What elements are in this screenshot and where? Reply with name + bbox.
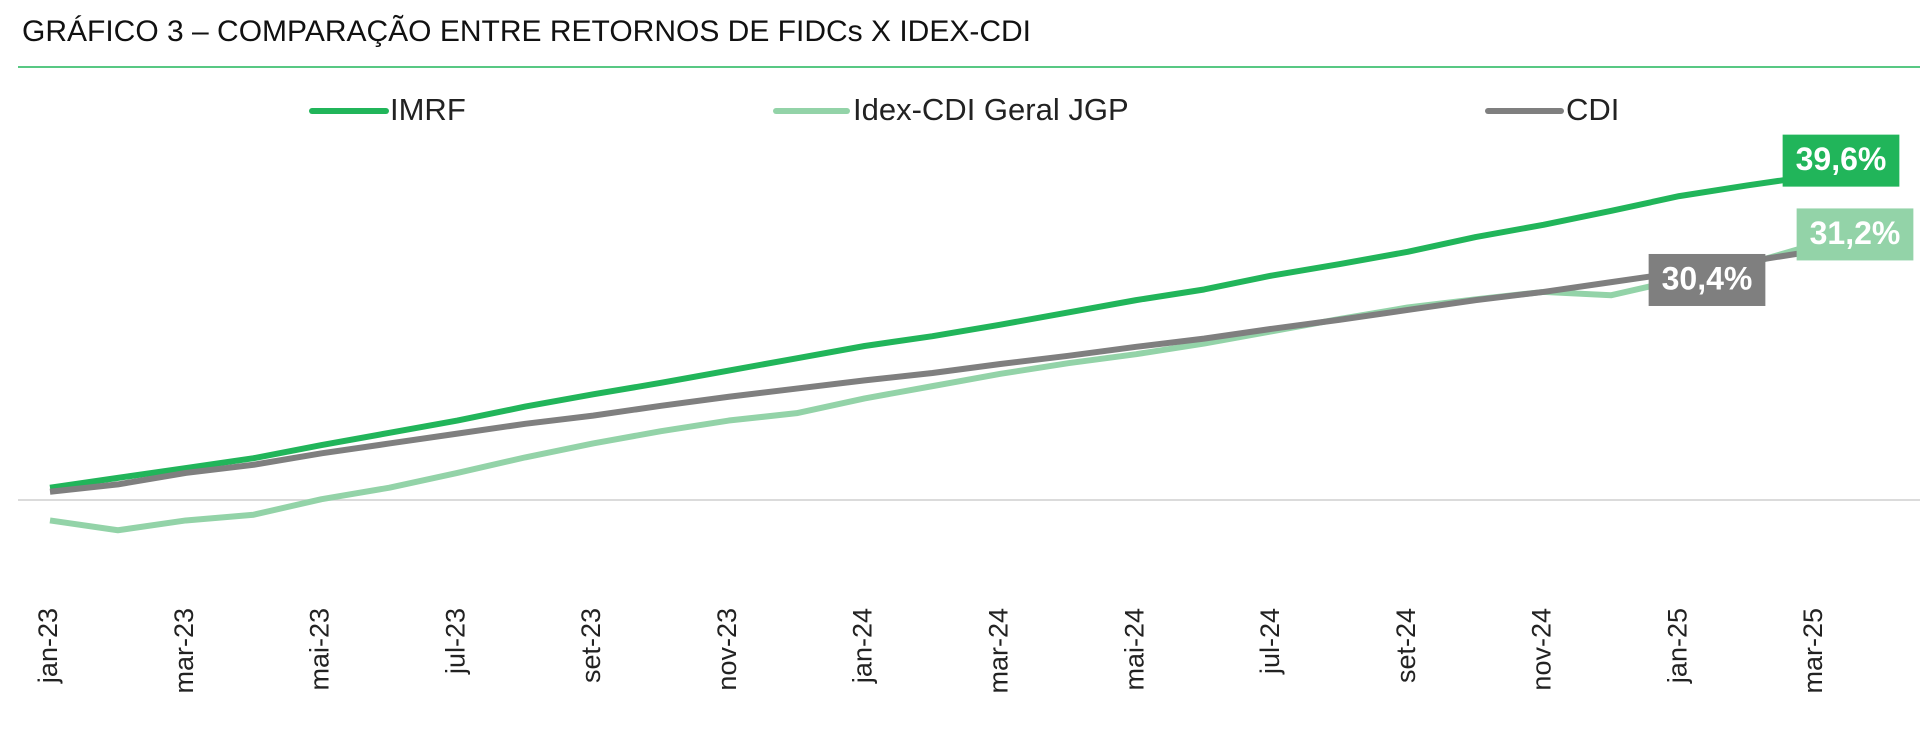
legend-label: IMRF bbox=[390, 92, 466, 127]
series-line bbox=[49, 248, 1816, 495]
x-tick-label: nov-23 bbox=[712, 608, 742, 691]
x-tick-label: mai-24 bbox=[1119, 608, 1149, 691]
value-label-box bbox=[1782, 134, 1900, 187]
x-tick-label: jul-23 bbox=[440, 608, 470, 675]
chart-title: GRÁFICO 3 – COMPARAÇÃO ENTRE RETORNOS DE… bbox=[22, 14, 1031, 48]
x-tick-label: nov-24 bbox=[1527, 608, 1557, 691]
x-tick-label: mar-23 bbox=[169, 608, 199, 694]
x-tick-label: mar-24 bbox=[984, 608, 1014, 694]
x-tick-label: mar-25 bbox=[1798, 608, 1828, 694]
series-line bbox=[49, 241, 1816, 534]
x-tick-label: jan-23 bbox=[33, 608, 63, 684]
value-label: 30,4% bbox=[1662, 260, 1753, 296]
value-label: 39,6% bbox=[1796, 141, 1887, 177]
value-label-box bbox=[1648, 253, 1766, 306]
x-tick-label: mai-23 bbox=[305, 608, 335, 691]
x-tick-label: jul-24 bbox=[1255, 608, 1285, 675]
x-tick-label: set-23 bbox=[576, 608, 606, 683]
legend-label: CDI bbox=[1566, 92, 1619, 127]
value-label-box bbox=[1796, 208, 1914, 261]
x-tick-label: jan-25 bbox=[1662, 608, 1692, 684]
legend-label: Idex-CDI Geral JGP bbox=[853, 92, 1129, 127]
value-label: 31,2% bbox=[1810, 215, 1901, 251]
x-tick-label: set-24 bbox=[1391, 608, 1421, 683]
x-tick-label: jan-24 bbox=[848, 608, 878, 684]
series-line bbox=[49, 172, 1816, 491]
